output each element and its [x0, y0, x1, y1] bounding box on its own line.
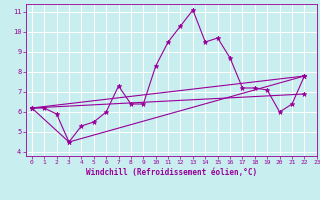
X-axis label: Windchill (Refroidissement éolien,°C): Windchill (Refroidissement éolien,°C) — [86, 168, 257, 177]
